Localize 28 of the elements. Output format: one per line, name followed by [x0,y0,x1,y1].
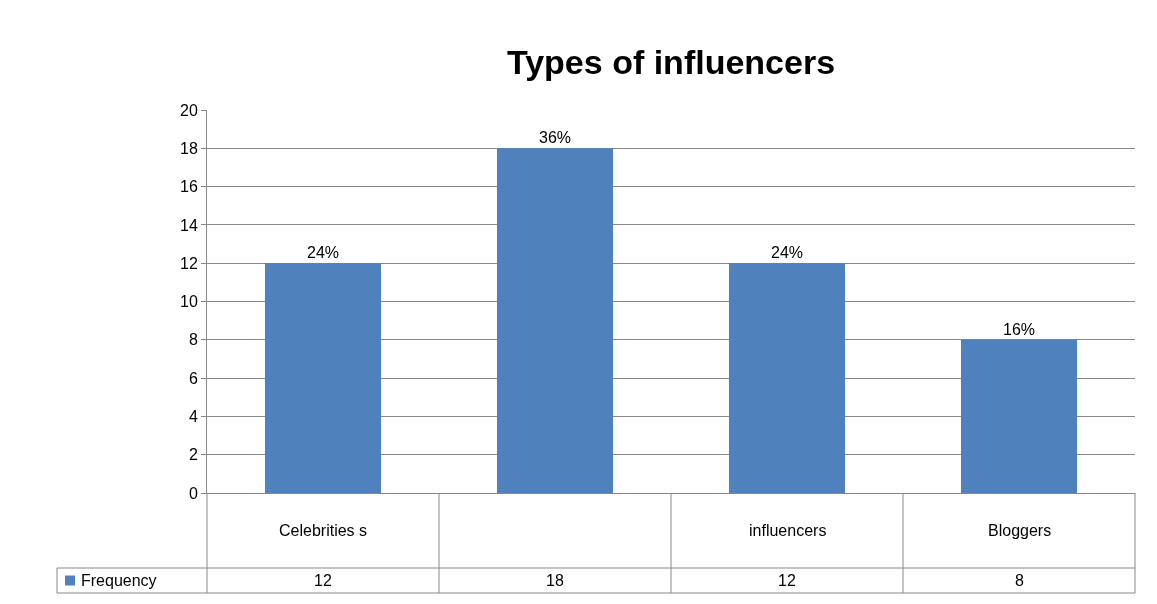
y-tick-label: 12 [180,254,198,272]
legend-label: Frequency [81,572,157,589]
data-label: 12 [314,572,332,589]
y-tick-label: 14 [180,216,198,234]
y-tick-label: 0 [188,484,198,502]
data-label: 12 [778,572,796,589]
y-tick-label: 16 [180,178,198,196]
y-tick-label: 2 [188,446,198,464]
x-tick-label: Bloggers [988,522,1052,539]
y-tick-label: 20 [180,101,198,119]
bar [961,339,1077,493]
y-tick-label: 10 [180,293,198,311]
data-label: 18 [546,572,564,589]
bar [265,263,381,493]
annotation: 16% [1003,321,1036,338]
annotation: 24% [307,244,340,261]
bar [497,148,613,493]
y-tick-label: 6 [188,369,198,387]
chart-title: Types of influencers [506,42,836,81]
x-tick-label: Celebrities s [279,522,368,539]
y-tick-label: 8 [188,331,198,349]
data-label: 8 [1015,572,1024,589]
annotation: 36% [539,129,572,146]
x-tick-label: influencers [749,522,827,539]
annotation: 24% [771,244,804,261]
bar [729,263,845,493]
y-tick-label: 18 [180,139,198,157]
y-tick-label: 4 [188,408,198,425]
